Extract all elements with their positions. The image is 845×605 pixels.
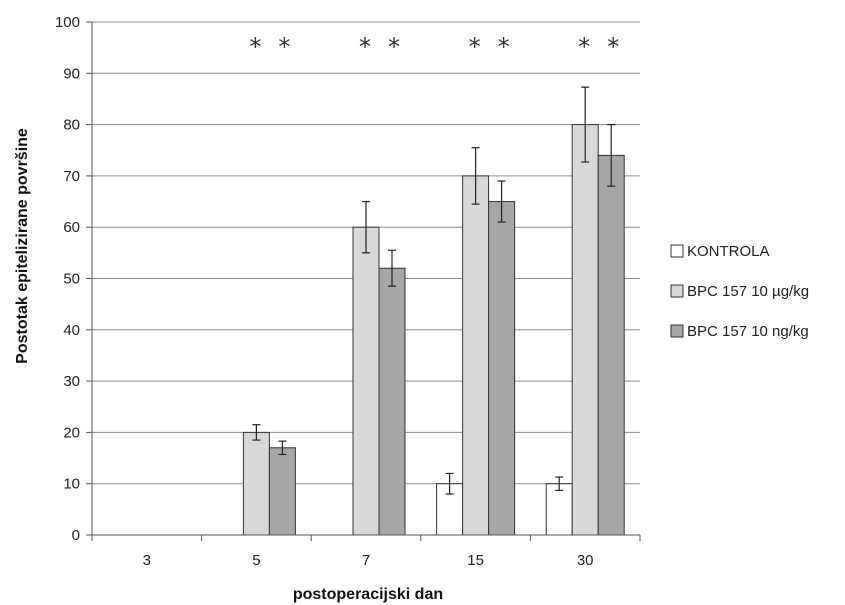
y-tick-label: 30	[63, 373, 80, 390]
bar	[378, 267, 406, 536]
legend-label: BPC 157 10 ng/kg	[687, 323, 809, 340]
legend-label: BPC 157 10 µg/kg	[687, 283, 809, 300]
legend-label: KONTROLA	[687, 243, 770, 260]
y-tick-label: 70	[63, 168, 80, 185]
x-tick-label: 5	[252, 552, 260, 569]
bar	[571, 124, 599, 536]
bars	[242, 86, 625, 536]
y-axis-title: Postotak epitelizirane površine	[14, 128, 31, 364]
significance-star: *	[607, 33, 619, 61]
y-tick-label: 80	[63, 117, 80, 134]
y-tick-label: 40	[63, 322, 80, 339]
y-tick-label: 10	[63, 476, 80, 493]
bar	[545, 483, 573, 536]
x-tick-label: 15	[467, 552, 484, 569]
significance-star: *	[578, 33, 590, 61]
significance-star: *	[388, 33, 400, 61]
legend-swatch	[670, 244, 684, 258]
y-tick-label: 0	[72, 527, 80, 544]
significance-markers: * * * * * * * *	[249, 33, 619, 61]
x-tick-label: 7	[362, 552, 370, 569]
legend: KONTROLA BPC 157 10 µg/kg BPC 157 10 ng/kg	[670, 243, 809, 340]
bar	[352, 226, 380, 536]
bar	[242, 431, 270, 536]
y-tick-label: 20	[63, 424, 80, 441]
legend-swatch	[670, 324, 684, 338]
significance-star: *	[278, 33, 290, 61]
bar	[597, 154, 625, 536]
axes: 0 10 20 30 40 50 60 70 80 90 100 3 5 7 15 30	[55, 14, 641, 569]
bar	[462, 175, 490, 536]
x-axis-title: postoperacijski dan	[293, 586, 443, 603]
y-tick-label: 60	[63, 219, 80, 236]
significance-star: *	[498, 33, 510, 61]
significance-star: *	[359, 33, 371, 61]
x-tick-label: 3	[143, 552, 151, 569]
y-tick-label: 50	[63, 271, 80, 288]
x-tick-label: 30	[577, 552, 594, 569]
legend-swatch	[670, 284, 684, 298]
bar	[488, 201, 516, 536]
y-tick-label: 90	[63, 65, 80, 82]
significance-star: *	[249, 33, 261, 61]
y-tick-label: 100	[55, 14, 80, 31]
significance-star: *	[469, 33, 481, 61]
bar	[268, 447, 296, 536]
